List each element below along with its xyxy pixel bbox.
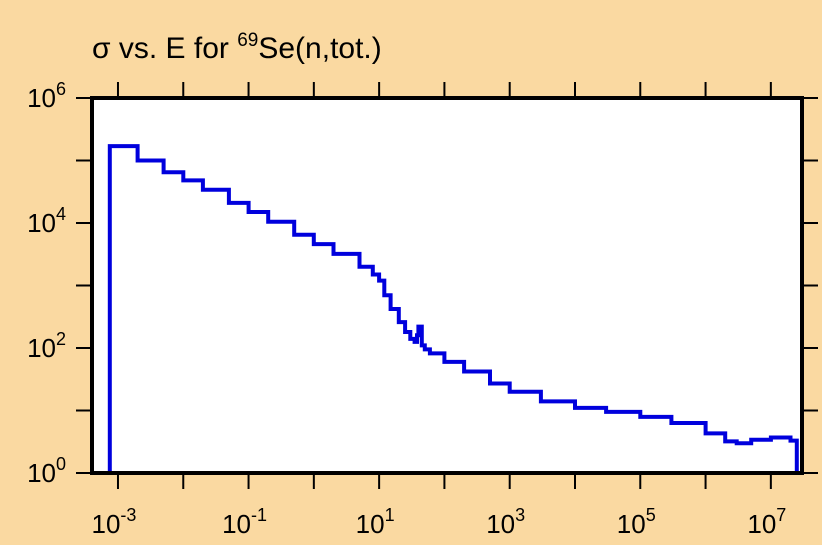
y-tick-label: 100 (27, 454, 66, 488)
x-tick-label: 103 (486, 505, 525, 539)
x-tick-label: 105 (617, 505, 656, 539)
series-layer (107, 144, 799, 473)
plot-area (92, 98, 802, 473)
x-tick-label: 101 (356, 505, 395, 539)
tick-marks (76, 82, 818, 489)
chart-title-prefix: σ vs. E for (92, 32, 237, 65)
x-tick-label: 10-1 (222, 505, 267, 539)
y-tick-label: 102 (27, 329, 66, 363)
chart-title-suffix: Se(n,tot.) (258, 32, 381, 65)
tick-labels: 10-3 10-1 101 103 105 107 100 102 104 106 (27, 79, 786, 539)
y-tick-label: 104 (27, 204, 66, 238)
chart-title: σ vs. E for 69Se(n,tot.) (92, 30, 382, 65)
series-line-0 (107, 144, 799, 473)
x-tick-label: 107 (747, 505, 786, 539)
x-tick-label: 10-3 (92, 505, 137, 539)
chart-title-mass-number: 69 (237, 30, 258, 51)
y-tick-label: 106 (27, 79, 66, 113)
